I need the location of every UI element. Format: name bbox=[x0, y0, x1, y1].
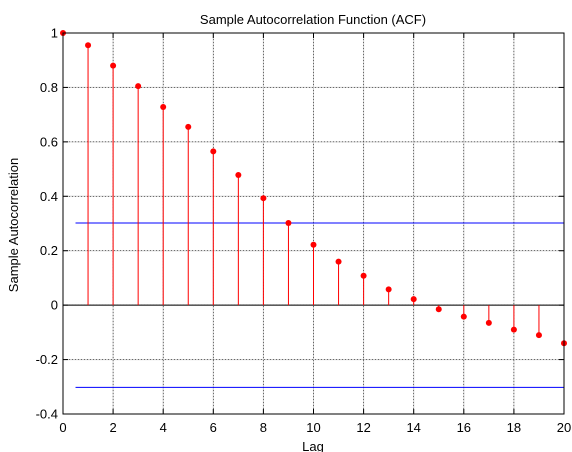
stem-marker bbox=[435, 306, 442, 313]
y-axis-title: Sample Autocorrelation bbox=[6, 158, 21, 292]
stem-marker bbox=[460, 313, 467, 320]
stem-marker bbox=[285, 219, 292, 226]
x-tick-label: 6 bbox=[210, 420, 217, 435]
stem-marker bbox=[335, 258, 342, 265]
y-axis-ticks: -0.4 -0.2 0 0.2 0.4 0.6 0.8 1 bbox=[36, 26, 564, 422]
x-tick-label: 8 bbox=[260, 420, 267, 435]
stem-marker bbox=[385, 286, 392, 293]
stem-marker bbox=[310, 241, 317, 248]
stem-marker bbox=[160, 104, 167, 111]
x-tick-label: 18 bbox=[507, 420, 521, 435]
y-tick-label: 0.2 bbox=[40, 243, 58, 258]
y-tick-label: 1 bbox=[51, 26, 58, 41]
stem-marker bbox=[85, 42, 92, 49]
x-axis-title: Lag bbox=[302, 439, 324, 452]
x-tick-label: 16 bbox=[457, 420, 471, 435]
stem-marker bbox=[110, 62, 117, 69]
stem-marker bbox=[410, 296, 417, 303]
x-tick-label: 12 bbox=[356, 420, 370, 435]
y-tick-label: 0.4 bbox=[40, 189, 58, 204]
confidence-bounds bbox=[75, 222, 564, 388]
x-tick-label: 0 bbox=[59, 420, 66, 435]
x-tick-label: 10 bbox=[306, 420, 320, 435]
x-tick-label: 14 bbox=[406, 420, 420, 435]
y-tick-label: 0.6 bbox=[40, 134, 58, 149]
y-tick-label: -0.2 bbox=[36, 352, 58, 367]
stem-marker bbox=[535, 332, 542, 339]
y-tick-label: -0.4 bbox=[36, 407, 58, 422]
x-tick-label: 2 bbox=[109, 420, 116, 435]
x-tick-label: 4 bbox=[160, 420, 167, 435]
y-tick-label: 0.8 bbox=[40, 80, 58, 95]
x-tick-label: 20 bbox=[557, 420, 571, 435]
stem-marker bbox=[210, 148, 217, 155]
stem-marker bbox=[235, 172, 242, 179]
stem-marker bbox=[185, 123, 192, 130]
chart-title: Sample Autocorrelation Function (ACF) bbox=[200, 12, 426, 27]
x-axis-ticks: 0 2 4 6 8 10 12 14 16 18 20 bbox=[59, 33, 571, 435]
stem-marker bbox=[260, 195, 267, 202]
y-tick-label: 0 bbox=[51, 298, 58, 313]
stem-marker bbox=[485, 319, 492, 326]
stem-marker bbox=[135, 83, 142, 90]
stem-marker bbox=[360, 272, 367, 279]
stem-marker bbox=[510, 326, 517, 333]
